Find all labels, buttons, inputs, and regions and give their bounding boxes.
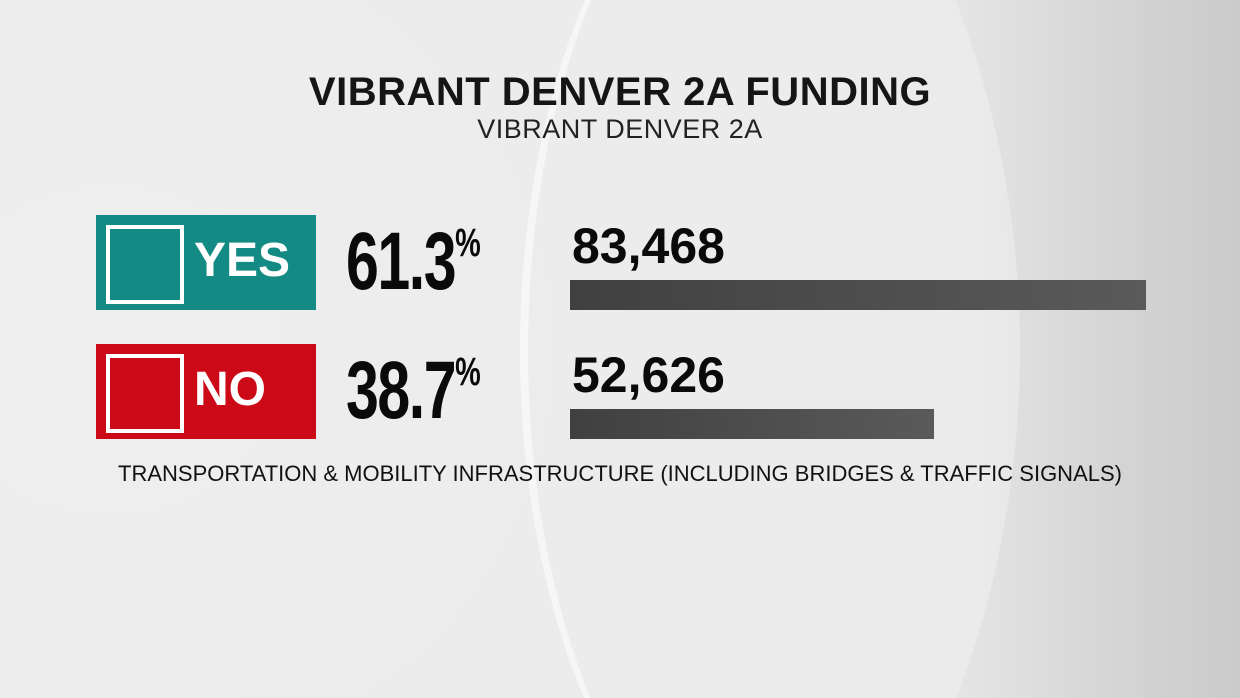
- no-votes: 52,626: [572, 347, 725, 403]
- result-row-no: NO 38.7% 52,626: [96, 344, 1156, 440]
- yes-votes: 83,468: [572, 218, 725, 274]
- no-percent-value: 38.7: [346, 345, 457, 436]
- no-label: NO: [194, 363, 266, 416]
- yes-percent: 61.3%: [346, 215, 481, 309]
- chart-subtitle: VIBRANT DENVER 2A: [477, 114, 763, 144]
- background-arc-highlight: [520, 0, 1088, 698]
- no-percent: 38.7%: [346, 344, 481, 438]
- checkbox-icon: [106, 354, 184, 433]
- yes-label: YES: [194, 234, 291, 287]
- yes-bar: [570, 280, 1146, 310]
- background-shade: [980, 0, 1240, 698]
- no-label-box: NO: [96, 344, 316, 439]
- measure-description: TRANSPORTATION & MOBILITY INFRASTRUCTURE…: [118, 461, 1122, 486]
- yes-label-box: YES: [96, 215, 316, 310]
- percent-sign: %: [455, 350, 481, 394]
- checkbox-icon: [106, 225, 184, 304]
- no-bar: [570, 409, 934, 439]
- chart-title: VIBRANT DENVER 2A FUNDING: [308, 70, 932, 114]
- percent-sign: %: [455, 221, 481, 265]
- yes-percent-value: 61.3: [346, 216, 457, 307]
- result-row-yes: YES 61.3% 83,468: [96, 215, 1156, 311]
